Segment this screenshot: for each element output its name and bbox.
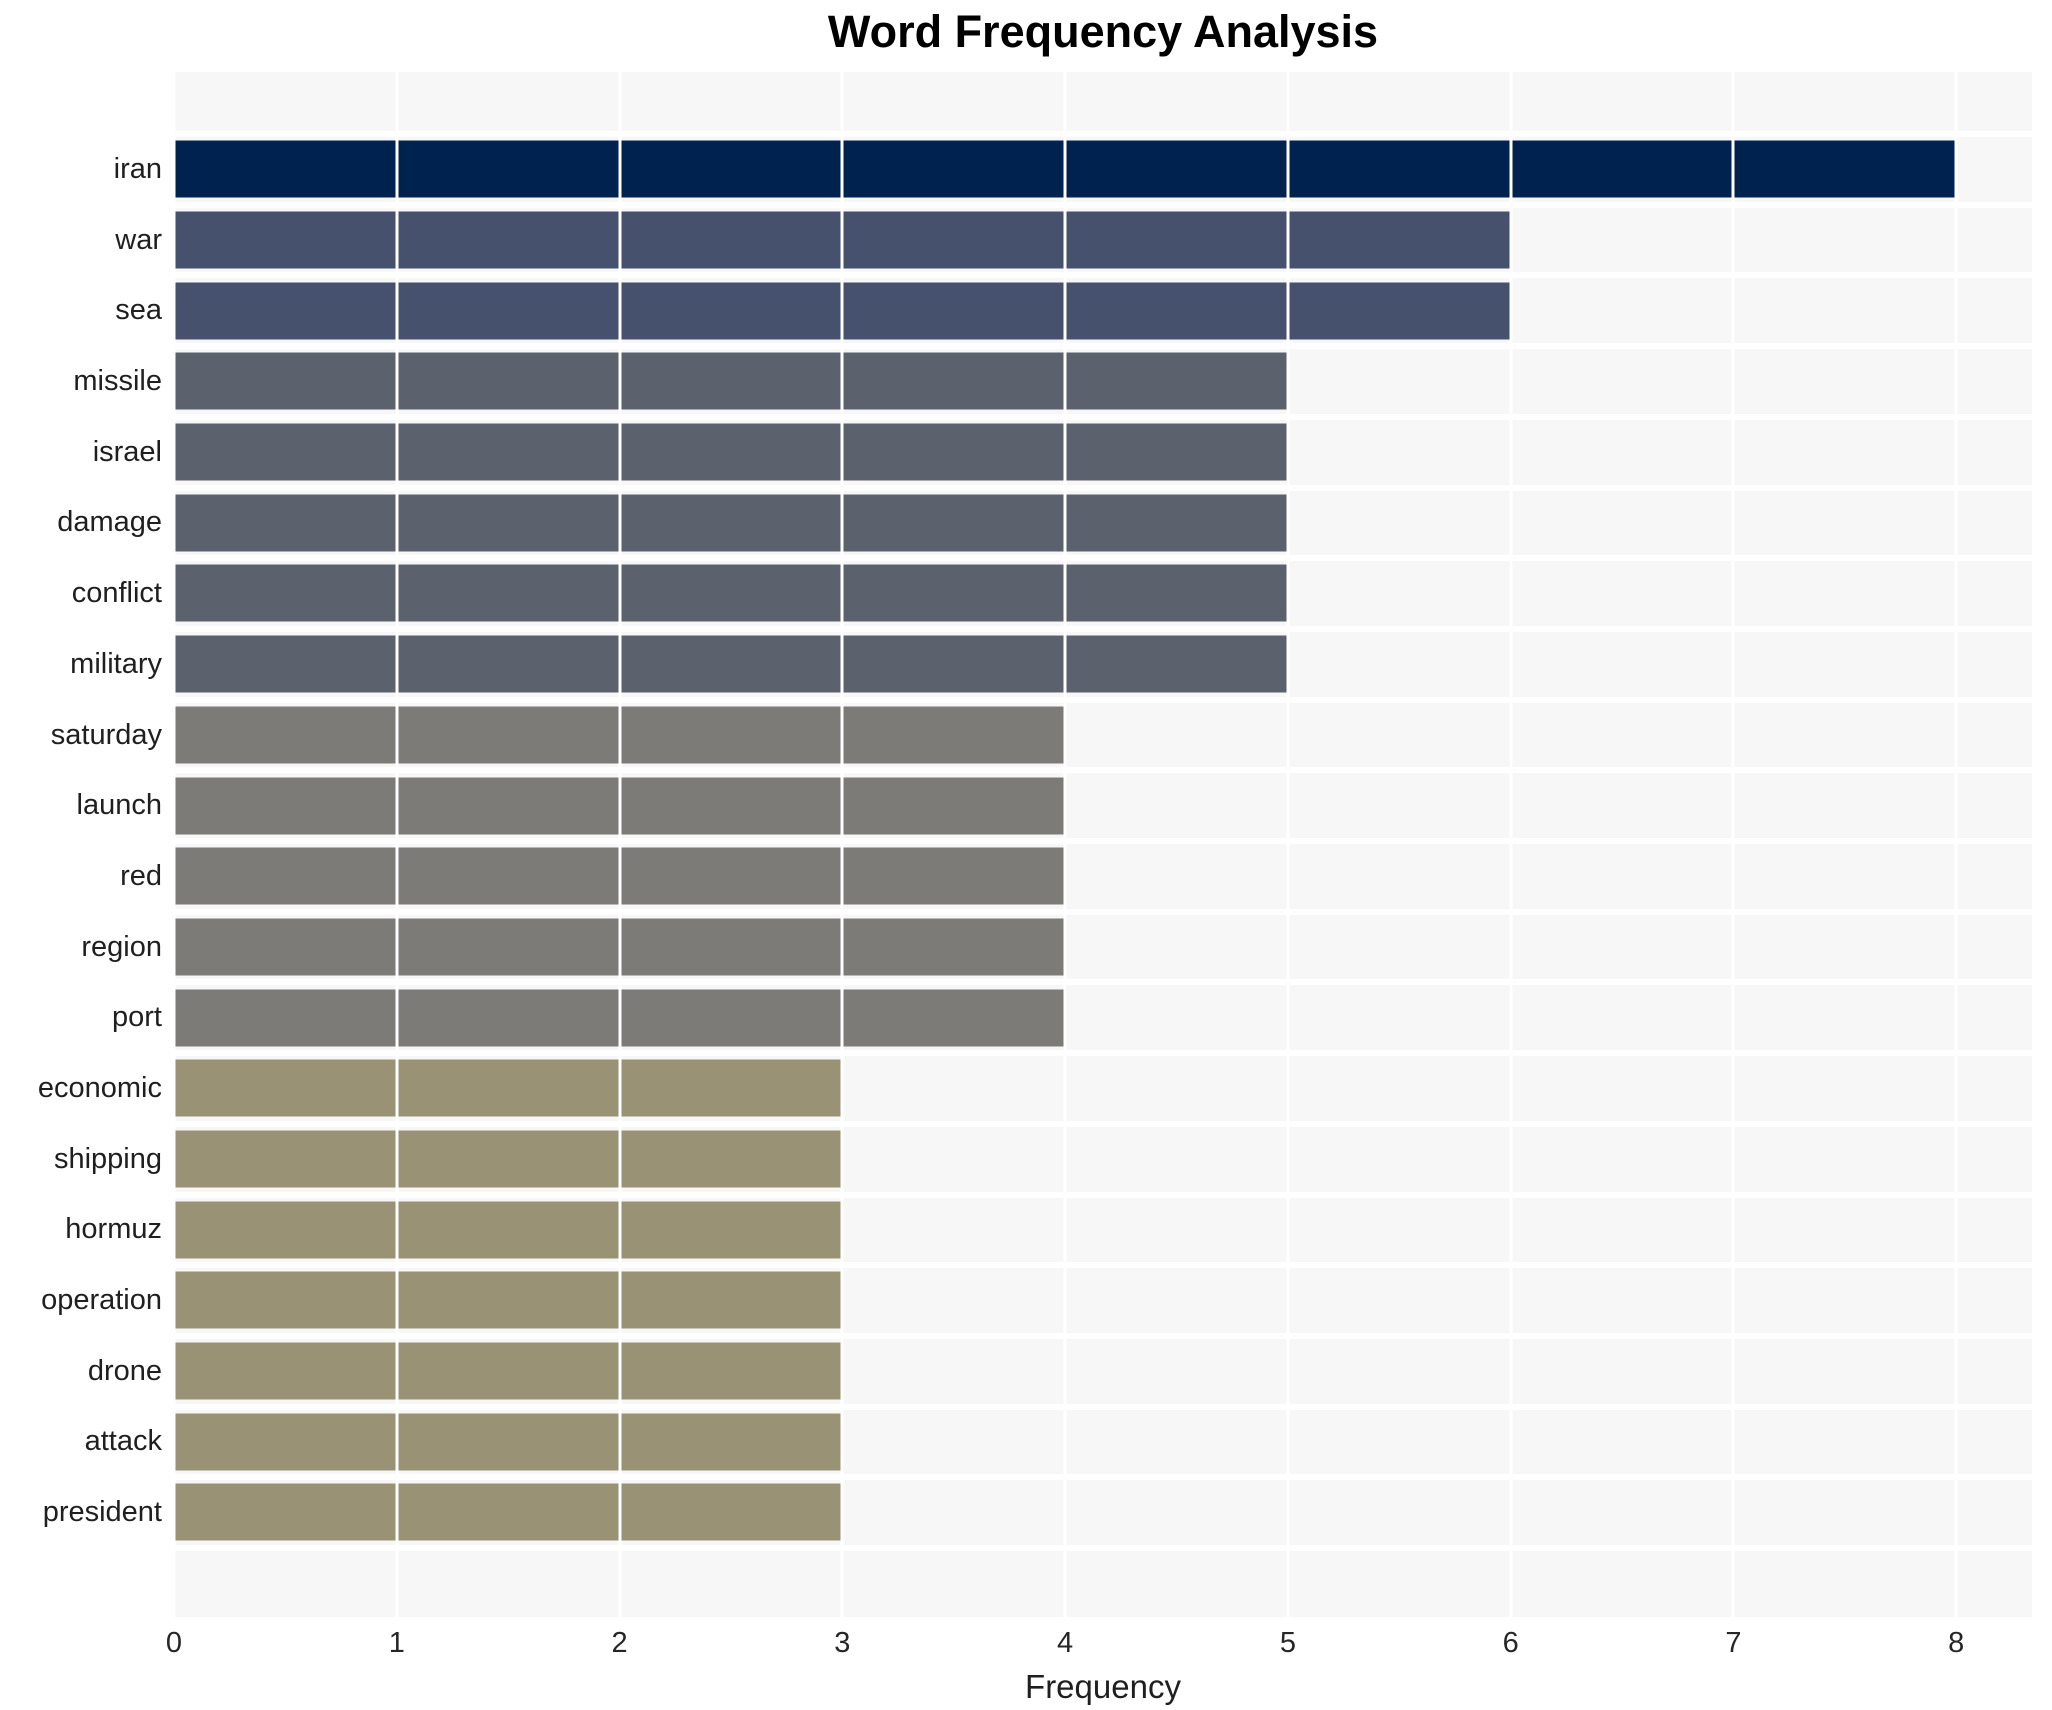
plot-area (172, 72, 2032, 1617)
gridline-vertical (1954, 72, 1958, 1617)
bar-conflict (174, 564, 1288, 622)
bar-row (174, 1053, 2032, 1124)
gridline-horizontal (174, 1191, 2032, 1198)
bar-row (174, 1406, 2032, 1477)
x-tick-3: 3 (834, 1627, 851, 1659)
bar-missile (174, 352, 1288, 410)
bar-row (174, 275, 2032, 346)
y-label-sea: sea (115, 294, 162, 327)
gridline-horizontal (174, 1262, 2032, 1269)
bar-row (174, 417, 2032, 488)
x-tick-5: 5 (1279, 1627, 1296, 1659)
chart-title: Word Frequency Analysis (827, 6, 1379, 57)
bar-row (174, 205, 2032, 276)
y-label-port: port (112, 1001, 162, 1034)
x-axis-ticks: 0 1 2 3 4 5 6 7 8 (166, 1627, 2032, 1667)
bar-row (174, 770, 2032, 841)
bar-hormuz (174, 1201, 843, 1259)
gridline-vertical (1731, 72, 1735, 1617)
gridline-horizontal (174, 838, 2032, 844)
y-label-shipping: shipping (53, 1142, 162, 1175)
bar-row (174, 1124, 2032, 1195)
gridline-horizontal (174, 1545, 2032, 1551)
bar-economic (174, 1059, 843, 1117)
gridline-horizontal (174, 272, 2032, 279)
bar-drone (174, 1342, 843, 1400)
x-tick-0: 0 (165, 1627, 183, 1659)
gridline-horizontal (174, 625, 2032, 632)
bar-row (174, 841, 2032, 912)
gridline-horizontal (174, 413, 2032, 420)
gridline-horizontal (174, 979, 2032, 986)
bar-row (174, 1336, 2032, 1407)
bar-military (174, 635, 1288, 693)
gridline-vertical (840, 72, 844, 1617)
gridline-horizontal (174, 1474, 2032, 1481)
y-label-missile: missile (73, 365, 162, 398)
y-label-economic: economic (37, 1071, 162, 1104)
gridline-horizontal (174, 131, 2032, 137)
x-tick-7: 7 (1725, 1627, 1742, 1659)
y-label-damage: damage (57, 506, 162, 539)
gridline-horizontal (174, 767, 2032, 774)
gridline-vertical (1063, 72, 1067, 1617)
y-label-war: war (115, 223, 162, 256)
bar-row (174, 487, 2032, 558)
y-label-president: president (42, 1496, 162, 1529)
gridline-vertical (395, 72, 399, 1617)
bar-row (174, 1265, 2032, 1336)
gridline-horizontal (174, 1050, 2032, 1057)
gridline-horizontal (174, 908, 2032, 915)
bar-row (174, 982, 2032, 1053)
gridline-horizontal (174, 1332, 2032, 1339)
gridline-horizontal (174, 1403, 2032, 1410)
y-label-operation: operation (41, 1284, 162, 1316)
bar-israel (174, 423, 1288, 481)
bar-row (174, 558, 2032, 629)
y-label-drone: drone (87, 1354, 162, 1387)
y-label-iran: iran (113, 153, 162, 185)
x-axis-title: Frequency (1025, 1668, 1181, 1705)
y-label-region: region (81, 930, 162, 963)
gridline-vertical (1509, 72, 1513, 1617)
bar-row (174, 912, 2032, 983)
bar-row (174, 700, 2032, 771)
bar-shipping (174, 1130, 843, 1188)
bar-attack (174, 1413, 843, 1471)
y-label-red: red (120, 859, 162, 892)
x-tick-8: 8 (1948, 1627, 1965, 1659)
gridline-horizontal (174, 555, 2032, 562)
y-label-attack: attack (84, 1425, 162, 1458)
gridline-horizontal (174, 201, 2032, 208)
gridline-horizontal (174, 484, 2032, 491)
bar-operation (174, 1271, 843, 1329)
gridline-horizontal (174, 1120, 2032, 1127)
bar-president (174, 1483, 843, 1541)
gridline-vertical (1286, 72, 1290, 1617)
gridline-vertical (172, 72, 176, 1617)
x-tick-6: 6 (1502, 1627, 1519, 1659)
bar-row (174, 134, 2032, 205)
gridline-horizontal (174, 343, 2032, 350)
x-tick-1: 1 (388, 1627, 405, 1659)
y-label-israel: israel (92, 435, 162, 468)
bar-row (174, 346, 2032, 417)
x-tick-2: 2 (611, 1627, 628, 1659)
y-label-saturday: saturday (50, 718, 162, 751)
bar-row (174, 629, 2032, 700)
x-tick-4: 4 (1057, 1627, 1074, 1659)
gridline-horizontal (174, 696, 2032, 703)
bar-damage (174, 494, 1288, 552)
y-label-hormuz: hormuz (65, 1213, 162, 1246)
y-label-conflict: conflict (71, 577, 162, 610)
bar-row (174, 1194, 2032, 1265)
gridline-vertical (618, 72, 622, 1617)
y-label-military: military (70, 647, 162, 680)
y-axis-labels: iran war sea missile israel damage conflict mil… (0, 134, 162, 1548)
y-label-launch: launch (76, 789, 162, 822)
bar-row (174, 1477, 2032, 1548)
